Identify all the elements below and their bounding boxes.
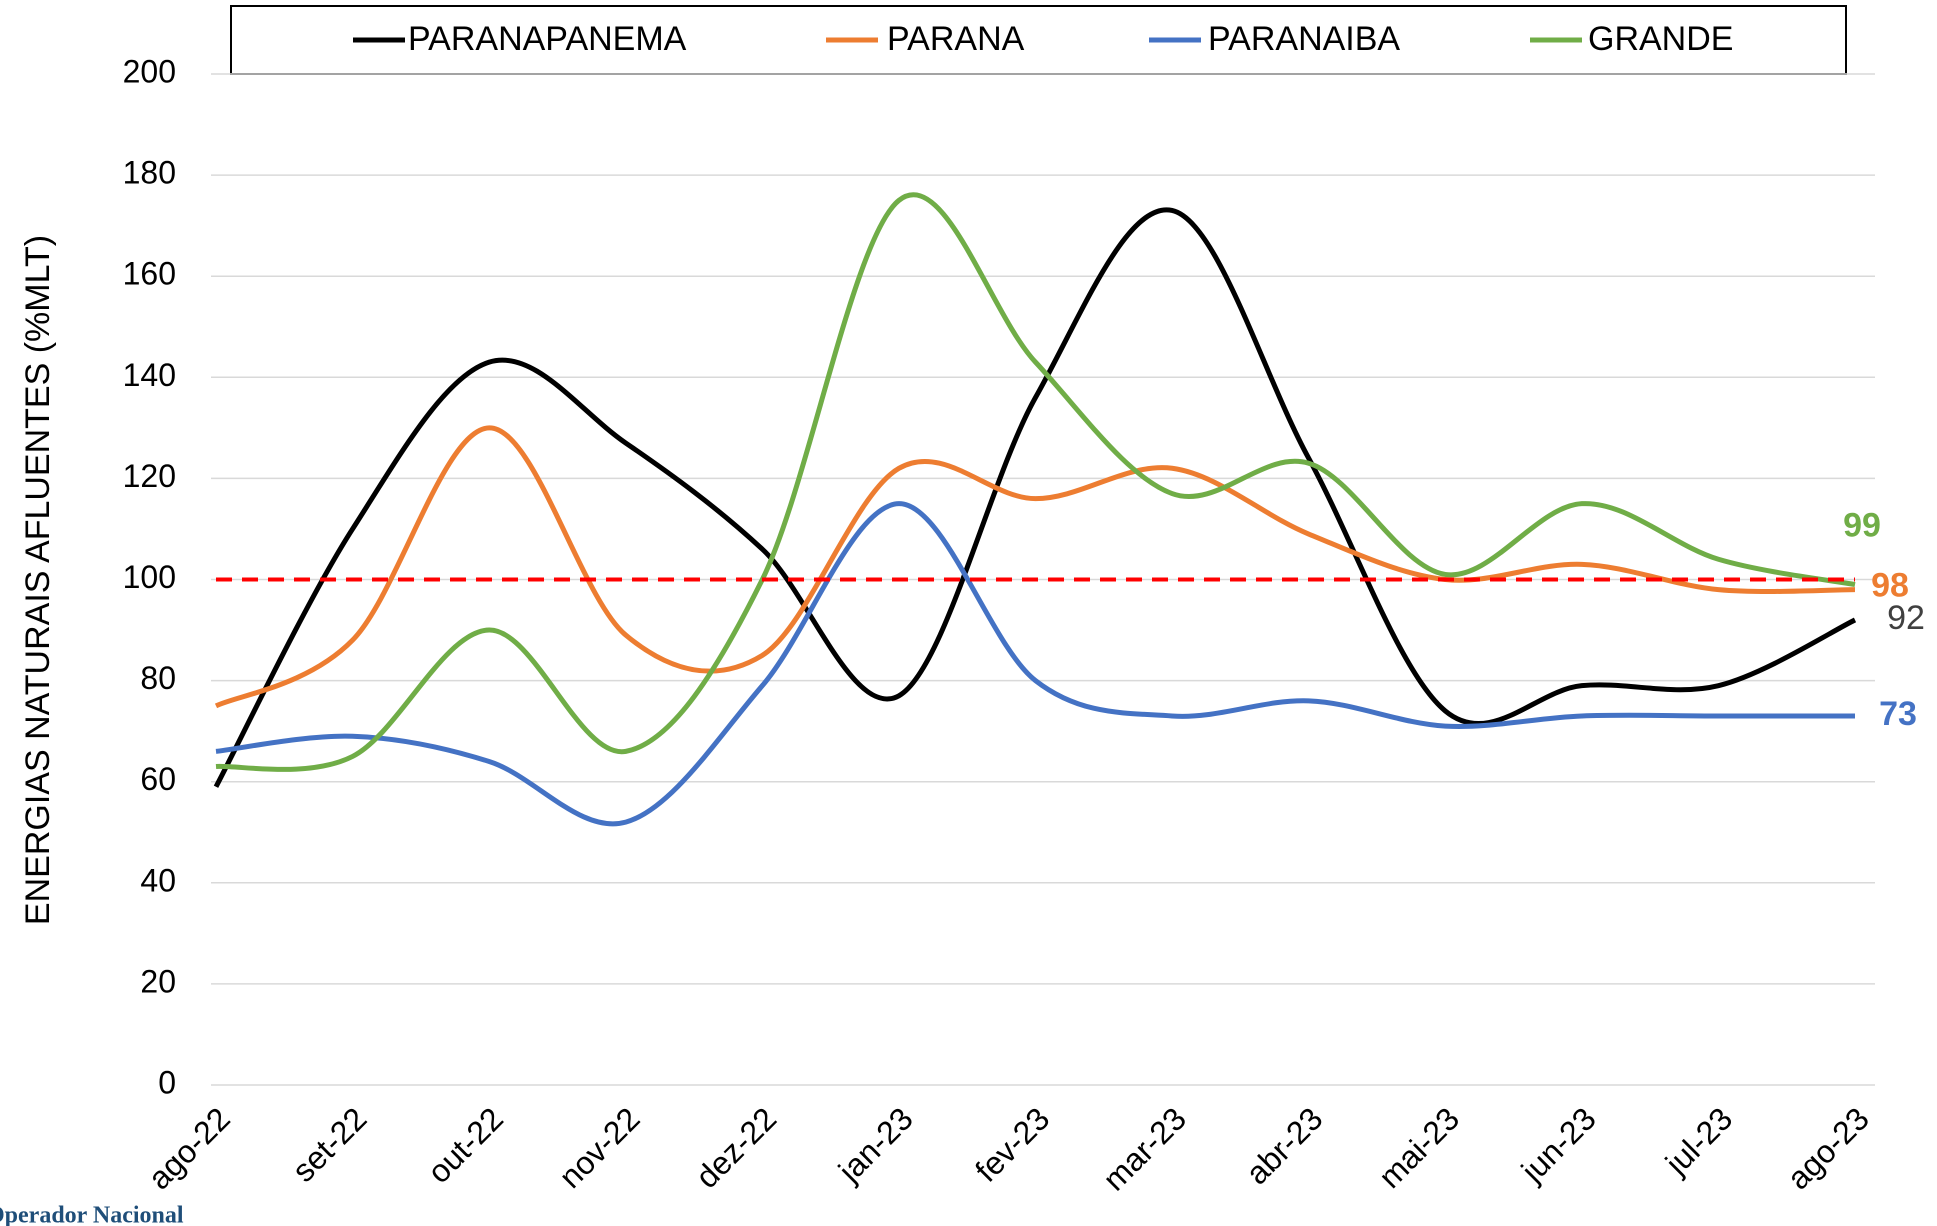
x-tick-label: mai-23 <box>1372 1100 1467 1195</box>
x-tick-label: dez-22 <box>689 1100 784 1195</box>
x-tick-label: jul-23 <box>1658 1100 1740 1182</box>
y-tick-label: 80 <box>140 660 176 696</box>
y-axis-title: ENERGIAS NATURAIS AFLUENTES (%MLT) <box>19 235 57 925</box>
x-tick-label: abr-23 <box>1239 1100 1330 1191</box>
x-tick-label: mar-23 <box>1096 1100 1193 1197</box>
series-line <box>213 207 1857 788</box>
y-tick-label: 0 <box>158 1064 176 1100</box>
data-label: 73 <box>1879 695 1917 733</box>
x-tick-label: ago-23 <box>1780 1100 1876 1196</box>
data-label: 92 <box>1887 599 1925 637</box>
data-label: 98 <box>1871 567 1909 605</box>
y-tick-label: 200 <box>123 53 176 89</box>
y-tick-label: 40 <box>140 862 176 898</box>
y-tick-label: 100 <box>123 559 176 595</box>
series-line <box>214 425 1856 709</box>
legend-label: PARANAPANEMA <box>408 20 687 58</box>
logo-text: Operador Nacional <box>0 1203 184 1226</box>
y-tick-label: 180 <box>123 155 176 191</box>
x-tick-label: jun-23 <box>1514 1100 1603 1189</box>
x-tick-label: fev-23 <box>968 1100 1056 1188</box>
x-tick-label: nov-22 <box>552 1100 647 1195</box>
x-tick-label: jan-23 <box>831 1100 920 1189</box>
series-line <box>215 501 1855 827</box>
legend-label: PARANAIBA <box>1208 20 1400 58</box>
y-tick-label: 120 <box>123 458 176 494</box>
x-tick-label: out-22 <box>420 1100 510 1190</box>
series-line <box>215 192 1856 772</box>
legend-label: PARANA <box>887 20 1025 58</box>
x-tick-label: set-22 <box>285 1100 373 1188</box>
y-tick-label: 160 <box>123 256 176 292</box>
legend-label: GRANDE <box>1588 20 1733 58</box>
y-tick-label: 140 <box>123 357 176 393</box>
data-label: 99 <box>1843 507 1881 545</box>
y-tick-label: 20 <box>140 963 176 999</box>
x-tick-label: ago-22 <box>141 1100 237 1196</box>
y-tick-label: 60 <box>140 761 176 797</box>
